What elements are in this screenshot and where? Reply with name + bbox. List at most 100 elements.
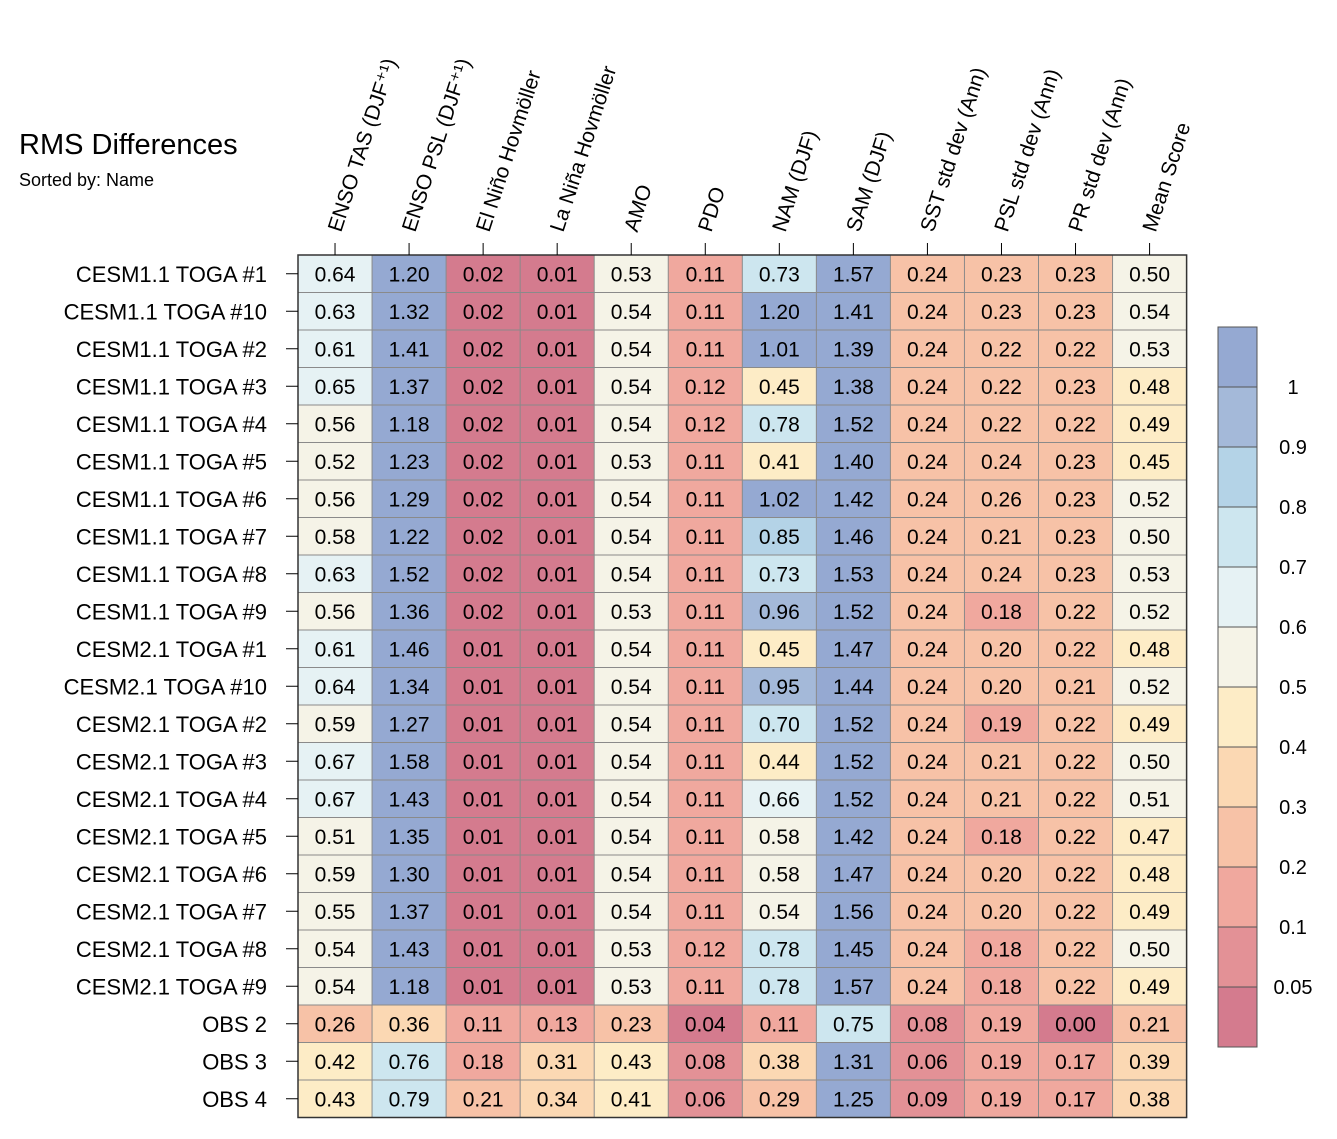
cell-value-label: 0.11 <box>686 638 725 661</box>
heatmap-cell <box>1038 892 1113 930</box>
heatmap-cell <box>668 630 743 668</box>
heatmap-cell <box>372 817 447 855</box>
heatmap-cell <box>816 1080 891 1118</box>
cell-value-label: 0.42 <box>315 1051 356 1074</box>
heatmap-cell <box>594 817 669 855</box>
heatmap-cell <box>446 705 521 743</box>
cell-value-label: 0.01 <box>537 413 578 436</box>
cell-value-label: 1.52 <box>833 788 874 811</box>
cell-value-label: 0.22 <box>1055 601 1096 624</box>
heatmap-cell <box>372 1042 447 1080</box>
colorbar: 0.05 0.1 0.2 0.3 0.4 0.5 0.6 0.7 0.8 0.9 1 <box>1217 326 1312 1048</box>
heatmap-cell <box>446 367 521 405</box>
row-label: CESM1.1 TOGA #3 <box>76 374 267 399</box>
cell-value-label: 0.22 <box>1055 751 1096 774</box>
cell-value-label: 0.02 <box>463 263 504 286</box>
cell-value-label: 0.24 <box>907 826 948 849</box>
cell-value-label: 0.23 <box>1055 301 1096 324</box>
cell-value-label: 0.22 <box>1055 826 1096 849</box>
heatmap-cell <box>1038 330 1113 368</box>
cell-value-label: 0.22 <box>981 413 1022 436</box>
heatmap-cell <box>964 780 1039 818</box>
heatmap-cell <box>816 517 891 555</box>
cell-value-label: 1.47 <box>833 863 874 886</box>
column-label: El Niño Hovmöller <box>472 68 546 235</box>
heatmap-cell <box>816 892 891 930</box>
cell-value-label: 0.01 <box>537 563 578 586</box>
heatmap-cell <box>1112 480 1187 518</box>
heatmap-cell <box>1112 367 1187 405</box>
column-label: La Niña Hovmöller <box>546 63 621 234</box>
cell-value-label: 0.24 <box>907 676 948 699</box>
cell-value-label: 0.54 <box>1129 301 1170 324</box>
heatmap-cell <box>594 667 669 705</box>
heatmap-cell <box>1112 592 1187 630</box>
cell-value-label: 0.11 <box>686 601 725 624</box>
cell-value-label: 1.46 <box>389 638 430 661</box>
cell-value-label: 0.04 <box>685 1013 726 1036</box>
cell-value-label: 0.58 <box>759 863 800 886</box>
heatmap-cell <box>742 480 817 518</box>
cell-value-label: 0.02 <box>463 376 504 399</box>
heatmap-cell <box>890 855 965 893</box>
heatmap-cell <box>594 967 669 1005</box>
cell-value-label: 0.21 <box>981 751 1022 774</box>
heatmap-cell <box>668 1042 743 1080</box>
cell-value-label: 0.11 <box>686 976 725 999</box>
cell-value-label: 0.39 <box>1129 1051 1170 1074</box>
heatmap-cell <box>298 1042 373 1080</box>
colorbar-swatch <box>1217 746 1258 808</box>
heatmap-cell <box>816 1042 891 1080</box>
heatmap-cell <box>372 367 447 405</box>
heatmap-cell <box>890 592 965 630</box>
cell-value-label: 0.24 <box>907 751 948 774</box>
heatmap-cell <box>594 517 669 555</box>
colorbar-tick-label: 0.2 <box>1279 857 1307 879</box>
cell-value-label: 0.56 <box>315 488 356 511</box>
cell-value-label: 0.50 <box>1129 263 1170 286</box>
heatmap-cell <box>816 330 891 368</box>
cell-value-label: 0.24 <box>907 376 948 399</box>
heatmap-cell <box>1112 555 1187 593</box>
colorbar-tick-label: 0.9 <box>1279 437 1307 459</box>
cell-value-label: 0.54 <box>611 788 652 811</box>
cell-value-label: 0.01 <box>537 451 578 474</box>
heatmap-cell <box>964 367 1039 405</box>
cell-value-label: 0.38 <box>1129 1088 1170 1111</box>
heatmap-cell <box>520 555 595 593</box>
heatmap-cell <box>594 405 669 443</box>
cell-value-label: 1.34 <box>389 676 430 699</box>
cell-value-label: 0.01 <box>537 826 578 849</box>
row-label: CESM2.1 TOGA #9 <box>76 974 267 999</box>
heatmap-cell <box>594 892 669 930</box>
heatmap-cell <box>520 817 595 855</box>
cell-value-label: 0.11 <box>686 526 725 549</box>
cell-value-label: 0.54 <box>611 638 652 661</box>
heatmap-cell <box>816 292 891 330</box>
cell-value-label: 1.36 <box>389 601 430 624</box>
colorbar-tick-label: 1 <box>1287 377 1298 399</box>
cell-value-label: 0.01 <box>537 488 578 511</box>
colorbar-swatch <box>1217 506 1258 568</box>
heatmap-cell <box>816 255 891 293</box>
heatmap-cell <box>1112 667 1187 705</box>
heatmap-cell <box>964 930 1039 968</box>
cell-value-label: 0.73 <box>759 263 800 286</box>
cell-value-label: 0.23 <box>1055 451 1096 474</box>
cell-value-label: 0.11 <box>686 788 725 811</box>
cell-value-label: 0.65 <box>315 376 356 399</box>
heatmap-cell <box>446 1080 521 1118</box>
cell-value-label: 0.70 <box>759 713 800 736</box>
colorbar-tick-label: 0.5 <box>1279 677 1307 699</box>
cell-value-label: 0.54 <box>315 976 356 999</box>
heatmap-cell <box>668 330 743 368</box>
cell-value-label: 0.18 <box>981 826 1022 849</box>
cell-value-label: 0.45 <box>1129 451 1170 474</box>
cell-value-label: 0.19 <box>981 713 1022 736</box>
cell-value-label: 0.12 <box>685 376 726 399</box>
cell-value-label: 0.18 <box>463 1051 504 1074</box>
cell-value-label: 0.85 <box>759 526 800 549</box>
cell-value-label: 0.52 <box>1129 676 1170 699</box>
cell-value-label: 0.02 <box>463 338 504 361</box>
row-label: CESM2.1 TOGA #2 <box>76 712 267 737</box>
